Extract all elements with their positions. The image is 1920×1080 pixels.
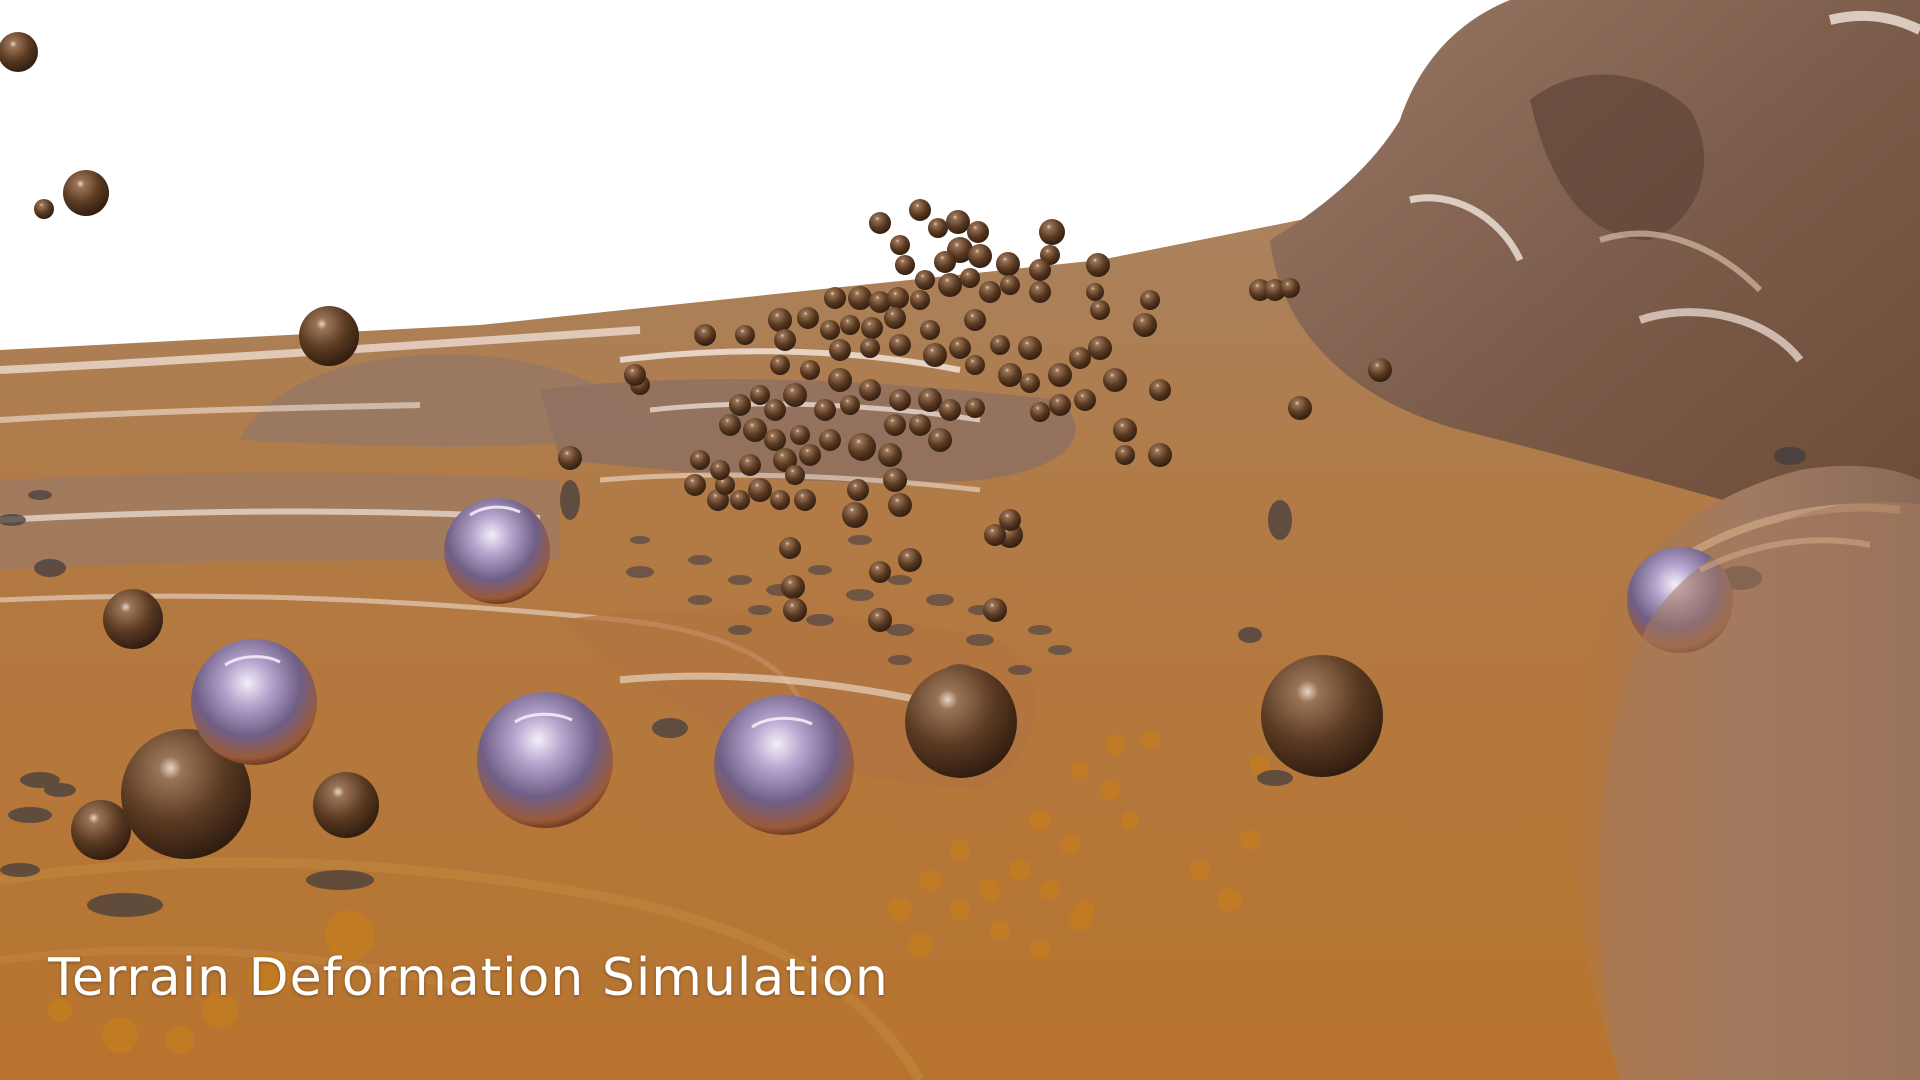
caption-title: Terrain Deformation Simulation [48, 948, 889, 1008]
medium-brown-spheres [0, 32, 1383, 860]
terrain-mountain-right [1270, 0, 1920, 560]
cluster-shadows [626, 535, 1072, 676]
sand-spots [48, 731, 1270, 1054]
falling-sphere-cluster [558, 199, 1392, 632]
